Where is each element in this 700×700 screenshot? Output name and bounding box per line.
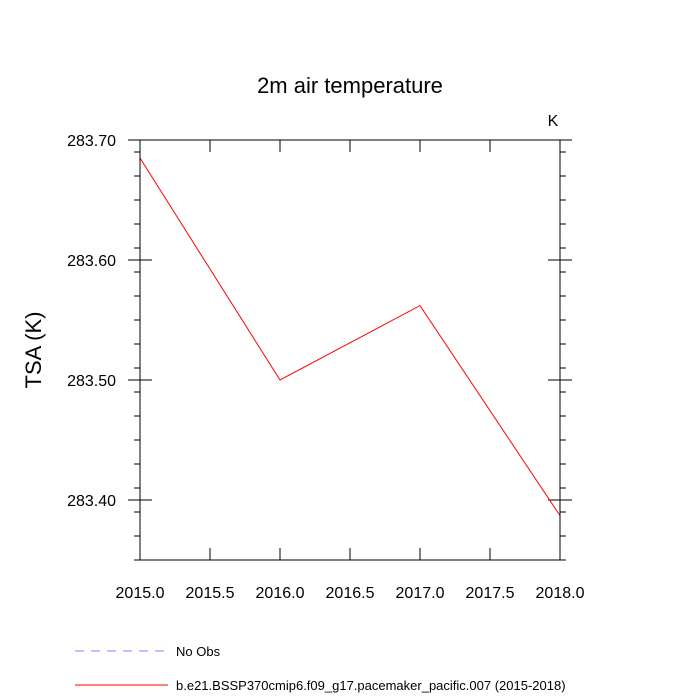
x-tick-label: 2016.0 (256, 585, 305, 602)
y-tick-label: 283.40 (67, 493, 116, 510)
x-tick-label: 2018.0 (536, 585, 585, 602)
plot-lines (139, 157, 561, 516)
y-tick-label: 283.60 (67, 253, 116, 270)
x-tick-label: 2017.5 (466, 585, 515, 602)
x-tick-label: 2016.5 (326, 585, 375, 602)
units-label: K (548, 113, 559, 130)
y-tick-label: 283.50 (67, 373, 116, 390)
chart-title: 2m air temperature (257, 73, 443, 98)
legend-label-1: b.e21.BSSP370cmip6.f09_g17.pacemaker_pac… (176, 678, 566, 693)
x-tick-label: 2015.0 (116, 585, 165, 602)
x-tick-label: 2017.0 (396, 585, 445, 602)
legend: No Obs b.e21.BSSP370cmip6.f09_g17.pacemak… (75, 644, 566, 693)
legend-label-0: No Obs (176, 644, 221, 659)
y-tick-label: 283.70 (67, 133, 116, 150)
x-tick-label: 2015.5 (186, 585, 235, 602)
series-line-1 (139, 157, 561, 516)
y-axis-label: TSA (K) (21, 311, 46, 388)
plot-frame (139, 139, 561, 561)
axis-ticks (128, 139, 572, 561)
tick-labels: 2015.0 2015.5 2016.0 2016.5 2017.0 2017.5 2018… (67, 133, 585, 602)
